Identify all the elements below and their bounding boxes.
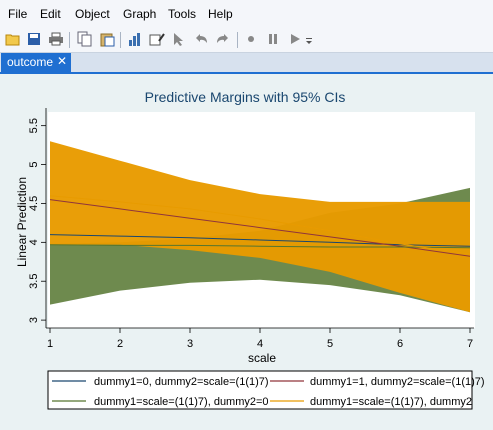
margins-plot: 1 2 3 4 5 6 7 3 3.5 4 4.5 5 5.5 Predictive Margins w… xyxy=(15,89,485,410)
menu-help[interactable]: Help xyxy=(208,7,233,21)
legend-box xyxy=(47,370,473,410)
y-tick-label: 5.5 xyxy=(28,118,40,133)
tab-label: outcome xyxy=(7,55,54,69)
toolbar-separator xyxy=(69,32,70,48)
ci-band-4 xyxy=(50,141,470,313)
toolbar-separator xyxy=(237,32,238,48)
print-icon[interactable] xyxy=(47,30,65,48)
save-icon[interactable] xyxy=(25,30,43,48)
x-tick-label: 4 xyxy=(257,338,263,350)
legend: dummy1=0, dummy2=scale=(1(1)7) dummy1=1,… xyxy=(47,370,485,410)
x-tick-label: 1 xyxy=(47,338,53,350)
series-line-3 xyxy=(49,244,471,249)
menu-graph[interactable]: Graph xyxy=(123,7,157,21)
y-tick-label: 3.5 xyxy=(28,274,40,289)
y-tick-label: 4.5 xyxy=(28,196,40,211)
play-icon[interactable] xyxy=(286,30,304,48)
y-tick-label: 3 xyxy=(28,317,40,323)
menu-bar: File Edit Object Graph Tools Help xyxy=(0,0,493,28)
chart-title: Predictive Margins with 95% CIs xyxy=(145,89,346,105)
tab-strip xyxy=(0,53,493,72)
legend-label-1: dummy1=0, dummy2=scale=(1(1)7) xyxy=(94,376,269,388)
tab-outcome[interactable]: outcome ✕ xyxy=(1,53,71,72)
graph-window: 1 2 3 4 5 6 7 3 3.5 4 4.5 5 5.5 Predictive Margins w… xyxy=(0,74,493,430)
menu-file[interactable]: File xyxy=(8,7,28,21)
paste-icon[interactable] xyxy=(98,30,116,48)
x-tick-label: 3 xyxy=(187,338,193,350)
redo-icon[interactable] xyxy=(214,30,232,48)
x-tick-label: 6 xyxy=(397,338,403,350)
toolbar xyxy=(0,28,493,53)
copy-icon[interactable] xyxy=(76,30,94,48)
x-axis-title: scale xyxy=(248,351,276,365)
select-icon[interactable] xyxy=(170,30,188,48)
series-line-1 xyxy=(49,234,471,247)
menu-object[interactable]: Object xyxy=(75,7,110,21)
menu-edit[interactable]: Edit xyxy=(40,7,61,21)
more-icon[interactable] xyxy=(304,30,314,48)
tab-underline xyxy=(0,72,493,74)
y-axis-title: Linear Prediction xyxy=(15,177,29,267)
y-tick-label: 4 xyxy=(28,239,40,245)
series-line-4 xyxy=(49,195,471,255)
legend-label-4: dummy1=scale=(1(1)7), dummy2 xyxy=(310,396,472,408)
series-line-2 xyxy=(49,199,471,257)
open-icon[interactable] xyxy=(4,30,22,48)
legend-label-3: dummy1=scale=(1(1)7), dummy2=0 xyxy=(94,396,269,408)
close-icon[interactable]: ✕ xyxy=(57,54,68,68)
undo-icon[interactable] xyxy=(192,30,210,48)
chart-icon[interactable] xyxy=(126,30,144,48)
menu-tools[interactable]: Tools xyxy=(168,7,197,21)
x-tick-label: 2 xyxy=(117,338,123,350)
legend-label-2: dummy1=1, dummy2=scale=(1(1)7) xyxy=(310,376,485,388)
record-icon[interactable] xyxy=(242,30,260,48)
draw-icon[interactable] xyxy=(148,30,166,48)
toolbar-separator xyxy=(120,32,121,48)
y-tick-label: 5 xyxy=(28,162,40,168)
pause-icon[interactable] xyxy=(264,30,282,48)
x-tick-label: 5 xyxy=(327,338,333,350)
x-tick-label: 7 xyxy=(467,338,473,350)
